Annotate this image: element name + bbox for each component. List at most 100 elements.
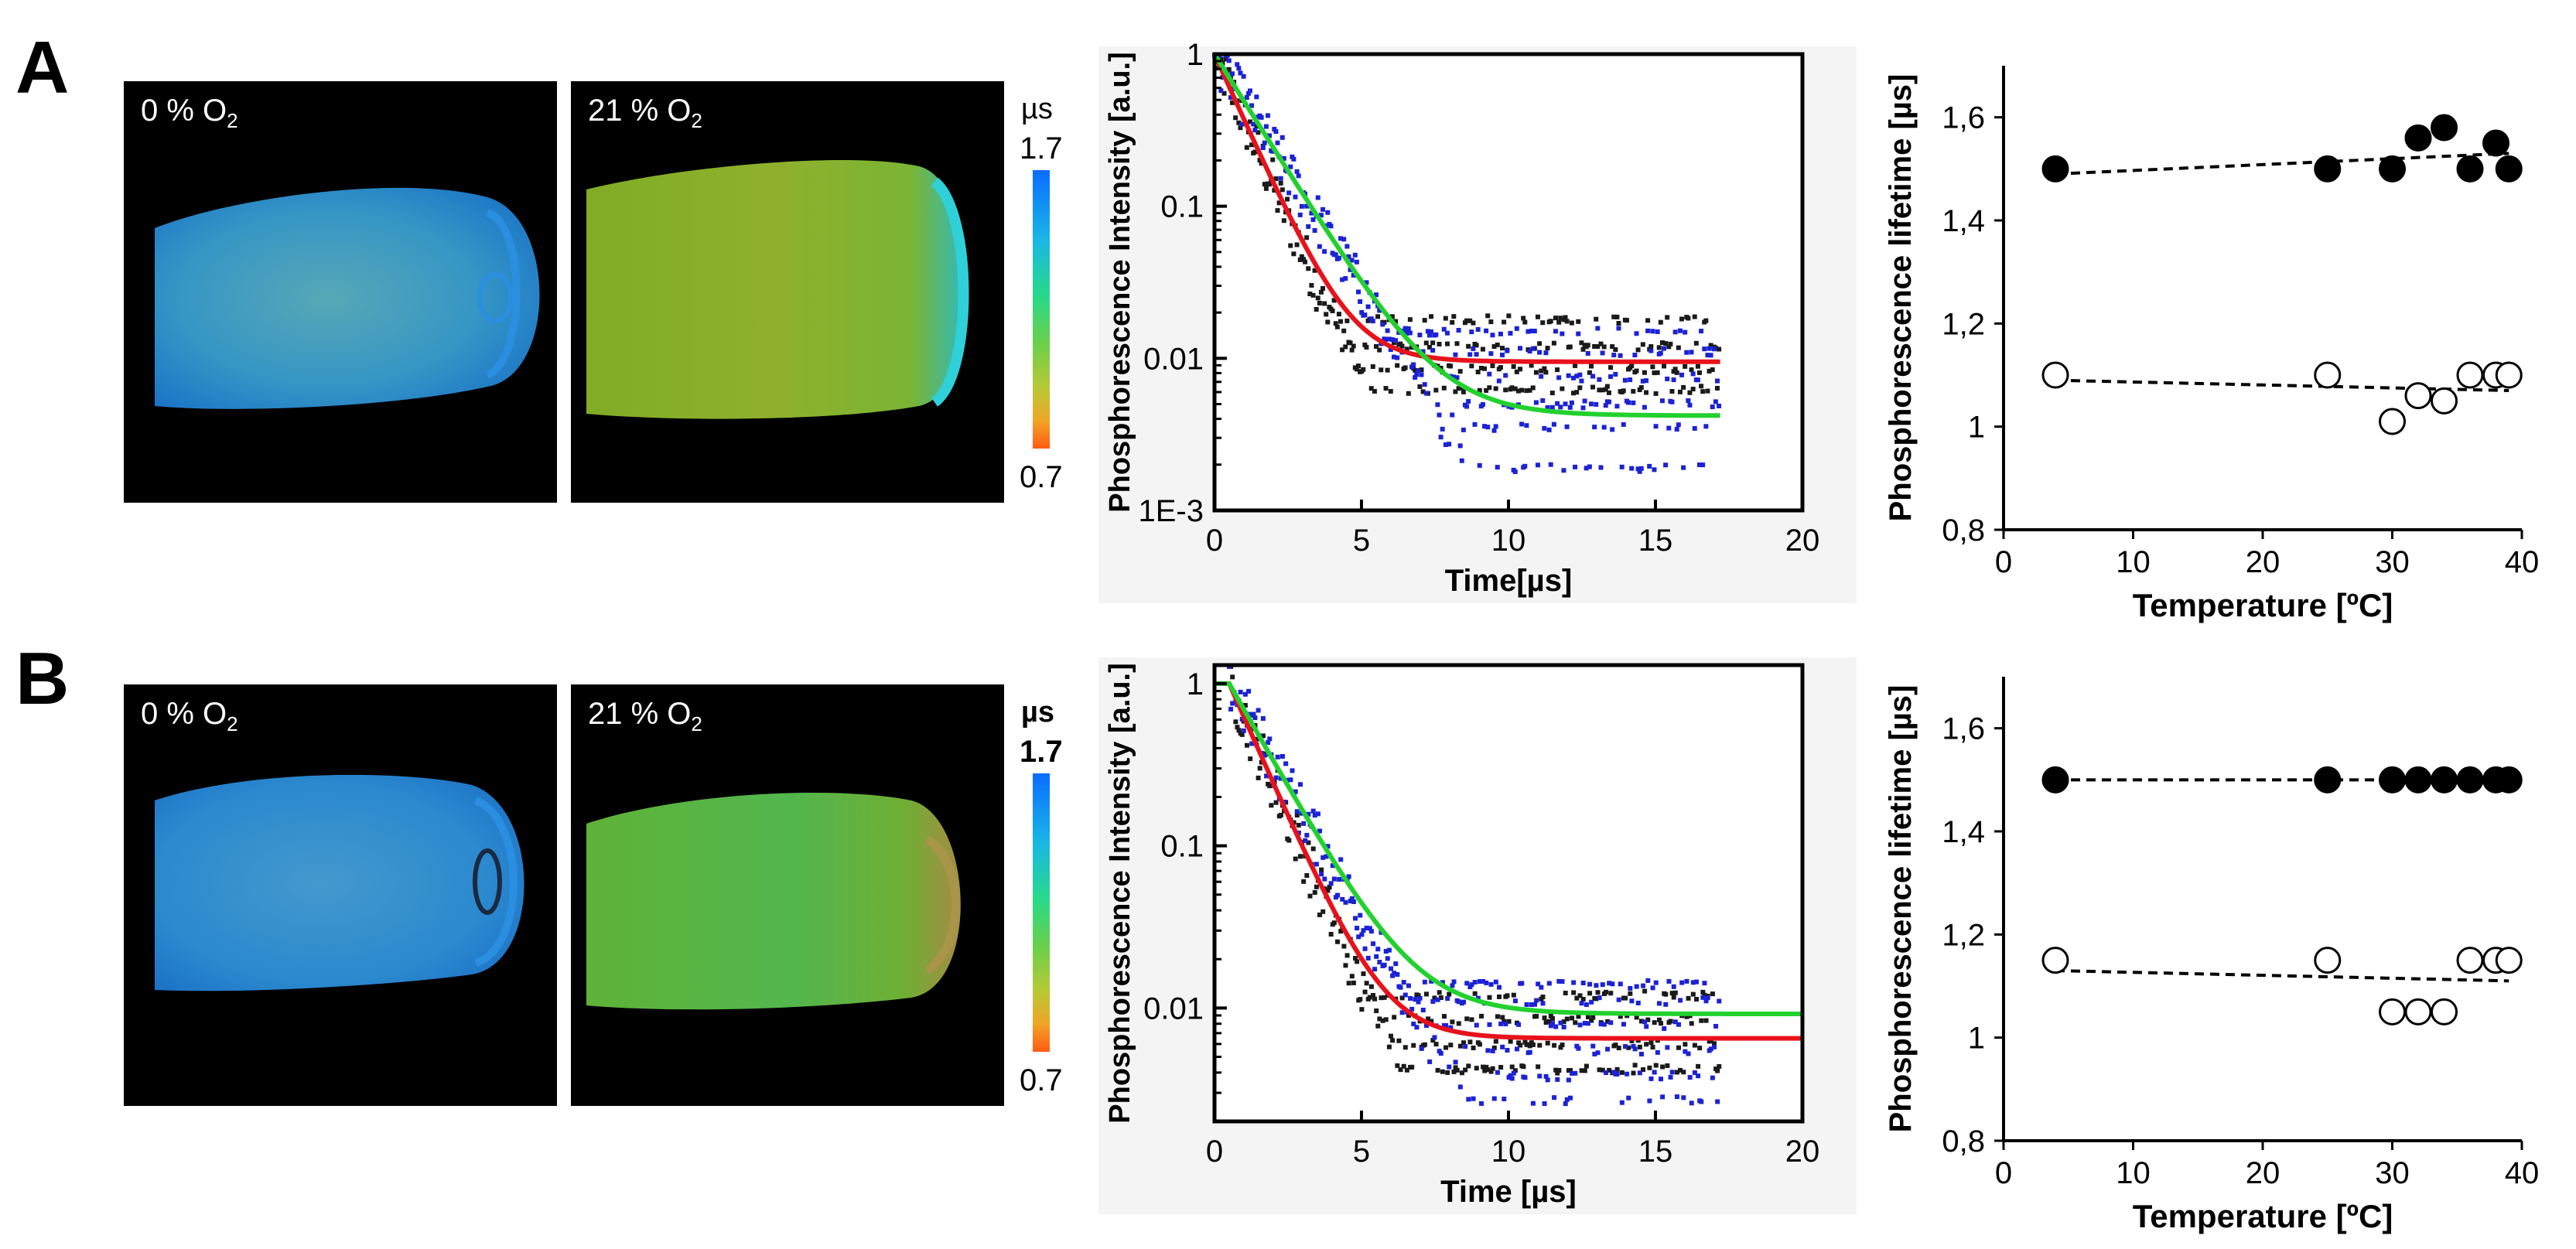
decay-data-point-blue [1456,999,1461,1005]
decay-data-point-blue [1518,346,1523,351]
decay-data-point-blue [1285,777,1290,783]
decay-data-point-black [1386,1044,1392,1049]
decay-data-point-black [1512,386,1518,391]
decay-data-point-blue [1534,998,1539,1003]
decay-data-point-blue [1532,1002,1538,1007]
temp-x-tick-label: 40 [2505,545,2540,579]
decay-data-point-blue [1453,352,1458,357]
decay-data-point-blue [1668,1074,1673,1080]
decay-data-point-blue [1642,1019,1648,1025]
decay-data-point-blue [1249,103,1255,108]
decay-data-point-blue [1488,981,1494,987]
decay-data-point-black [1454,1067,1460,1073]
temp-x-tick-label: 10 [2116,1156,2151,1190]
decay-data-point-blue [1265,113,1270,118]
decay-data-point-blue [1252,128,1258,133]
decay-data-point-blue [1497,985,1502,990]
decay-data-point-blue [1485,425,1491,430]
decay-data-point-black [1426,344,1432,350]
decay-data-point-black [1700,389,1706,394]
decay-data-point-blue [1368,929,1374,934]
decay-data-point-black [1333,321,1338,326]
decay-data-point-blue [1320,855,1326,860]
decay-data-point-blue [1297,782,1303,787]
decay-data-point-blue [1317,244,1322,249]
decay-data-point-black [1389,1033,1393,1039]
decay-data-point-black [1647,1065,1652,1070]
decay-data-point-blue [1598,1022,1604,1027]
decay-data-point-blue [1556,978,1562,984]
decay-data-point-blue [1487,371,1492,377]
decay-data-point-blue [1359,932,1365,937]
decay-y-tick-label: 0.01 [1143,991,1204,1025]
decay-data-point-blue [1278,776,1283,781]
decay-data-point-blue [1355,926,1360,931]
decay-data-point-blue [1435,402,1440,408]
bullet-shape-b-right [586,793,961,1010]
decay-data-point-blue [1595,1050,1601,1056]
decay-data-point-blue [1537,350,1543,355]
decay-data-point-black [1482,366,1488,371]
decay-data-point-black [1656,345,1662,350]
decay-data-point-blue [1558,404,1563,410]
decay-data-point-black [1324,312,1329,317]
decay-data-point-black [1674,1070,1679,1075]
decay-y-axis-label: Phosphorescence Intensity [a.u.] [1104,52,1136,512]
decay-data-point-blue [1419,1046,1424,1051]
decay-data-point-black [1696,1063,1701,1069]
decay-data-point-blue [1320,206,1326,212]
decay-data-point-black [1480,346,1485,352]
decay-data-point-blue [1319,872,1324,877]
decay-data-point-black [1585,343,1590,348]
decay-data-point-blue [1560,331,1565,336]
decay-data-point-black [1273,800,1279,805]
decay-data-point-black [1481,1064,1486,1070]
decay-data-point-black [1574,995,1580,1001]
decay-data-point-black [1621,388,1626,394]
decay-data-point-black [1508,1039,1513,1044]
decay-chart-b: 0 5 10 15 20 1 0.1 0.01 Time [µs] Phosphorescence… [1098,657,1872,1218]
decay-data-point-blue [1447,1064,1452,1070]
decay-data-point-black [1447,991,1452,997]
decay-data-point-blue [1450,412,1455,418]
decay-data-point-black [1317,912,1323,917]
decay-data-point-blue [1324,854,1329,859]
decay-data-point-blue [1708,353,1713,358]
decay-data-point-blue [1536,981,1541,987]
decay-data-point-blue [1508,330,1513,336]
decay-data-point-blue [1264,773,1269,779]
decay-data-point-blue [1592,1051,1597,1056]
decay-data-point-blue [1652,1070,1657,1075]
decay-data-point-black [1404,1067,1409,1073]
decay-data-point-blue [1582,398,1587,404]
decay-data-point-blue [1259,114,1264,120]
decay-data-point-blue [1251,121,1256,127]
decay-data-point-blue [1522,463,1528,469]
decay-data-point-blue [1703,998,1709,1004]
decay-data-point-black [1552,1043,1557,1048]
decay-data-point-blue [1471,346,1476,351]
decay-data-point-blue [1588,401,1594,407]
decay-data-point-black [1325,319,1331,325]
decay-data-point-blue [1647,463,1652,469]
decay-data-point-black [1692,1043,1697,1048]
decay-data-point-blue [1383,336,1389,342]
decay-data-point-blue [1409,1006,1415,1012]
decay-data-point-blue [1505,1047,1510,1053]
image-label-b-0: 0 % O2 [141,697,238,735]
decay-data-point-blue [1519,421,1525,427]
decay-data-point-blue [1582,1021,1587,1026]
decay-data-point-blue [1474,1022,1479,1028]
decay-data-point-blue [1293,194,1298,200]
decay-data-point-blue [1503,373,1508,378]
decay-data-point-blue [1247,88,1252,94]
decay-data-point-blue [1666,978,1672,984]
decay-data-point-blue [1371,941,1376,947]
decay-data-point-blue [1548,1023,1553,1029]
decay-data-point-black [1546,1019,1552,1024]
decay-data-point-blue [1306,224,1311,229]
decay-data-point-blue [1642,404,1647,410]
decay-data-point-black [1235,725,1240,730]
decay-data-point-blue [1699,1099,1704,1104]
decay-data-point-black [1679,316,1685,322]
